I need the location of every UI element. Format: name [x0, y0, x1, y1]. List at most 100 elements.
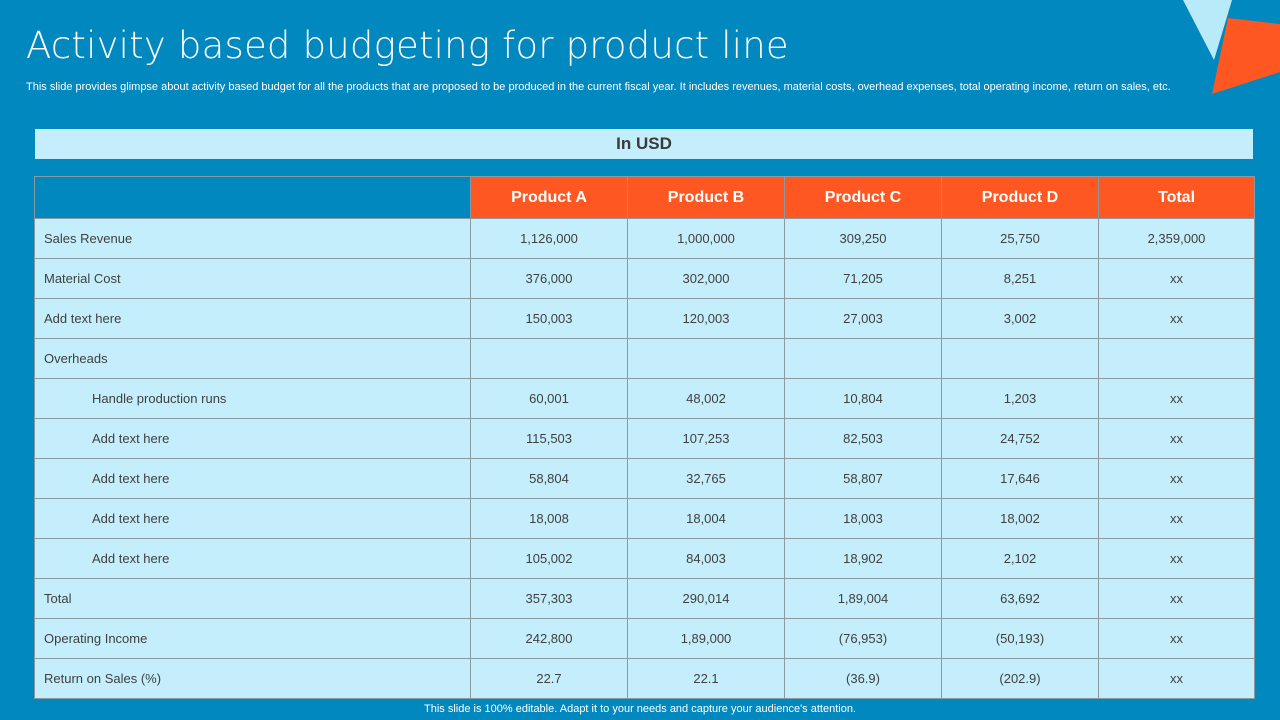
table-cell: [941, 338, 1099, 379]
table-row: Overheads: [34, 338, 1255, 379]
table-cell: 25,750: [941, 218, 1099, 259]
table-row: Add text here 115,503 107,253 82,503 24,752 x…: [34, 418, 1255, 459]
table-cell: 24,752: [941, 418, 1099, 459]
row-label: Sales Revenue: [34, 218, 471, 259]
table-cell: [627, 338, 785, 379]
table-cell: 22.7: [470, 658, 628, 699]
table-cell: 58,804: [470, 458, 628, 499]
table-cell: [1098, 338, 1255, 379]
table-cell: 10,804: [784, 378, 942, 419]
header-blank-cell: [34, 176, 471, 219]
table-cell: xx: [1098, 458, 1255, 499]
table-row: Total 357,303 290,014 1,89,004 63,692 xx: [34, 578, 1255, 619]
table-cell: 309,250: [784, 218, 942, 259]
table-cell: 115,503: [470, 418, 628, 459]
row-label: Add text here: [34, 298, 471, 339]
table-cell: xx: [1098, 258, 1255, 299]
currency-label: In USD: [616, 134, 672, 153]
table-cell: [784, 338, 942, 379]
row-label: Total: [34, 578, 471, 619]
row-label: Add text here: [34, 418, 471, 459]
table-cell: 18,008: [470, 498, 628, 539]
header-product-a: Product A: [470, 176, 628, 219]
table-cell: xx: [1098, 658, 1255, 699]
table-cell: 32,765: [627, 458, 785, 499]
table-row: Operating Income 242,800 1,89,000 (76,953)(…: [34, 618, 1255, 659]
row-label: Material Cost: [34, 258, 471, 299]
table-cell: 357,303: [470, 578, 628, 619]
slide-title: Activity based budgeting for product lin…: [26, 24, 789, 67]
header-product-d: Product D: [941, 176, 1099, 219]
table-cell: (50,193): [941, 618, 1099, 659]
table-cell: 18,003: [784, 498, 942, 539]
currency-banner: In USD: [35, 129, 1253, 159]
table-cell: 18,004: [627, 498, 785, 539]
slide-description: This slide provides glimpse about activi…: [26, 81, 1171, 93]
table-row: Add text here 150,003 120,003 27,003 3,002 xx: [34, 298, 1255, 339]
budget-table: Product A Product B Product C Product D …: [34, 176, 1255, 699]
table-cell: 1,89,000: [627, 618, 785, 659]
row-label: Operating Income: [34, 618, 471, 659]
table-cell: (36.9): [784, 658, 942, 699]
table-cell: 17,646: [941, 458, 1099, 499]
table-cell: 18,002: [941, 498, 1099, 539]
corner-decoration: [1183, 0, 1280, 94]
table-cell: xx: [1098, 298, 1255, 339]
table-cell: xx: [1098, 418, 1255, 459]
table-row: Sales Revenue 1,126,000 1,000,000 309,250 25…: [34, 218, 1255, 259]
table-cell: 1,000,000: [627, 218, 785, 259]
header-product-b: Product B: [627, 176, 785, 219]
table-cell: xx: [1098, 618, 1255, 659]
table-cell: 18,902: [784, 538, 942, 579]
table-row: Return on Sales (%) 22.7 22.1 (36.9) (202.9)…: [34, 658, 1255, 699]
orange-triangle-shape: [1212, 18, 1280, 94]
table-row: Handle production runs 60,001 48,002 10,804…: [34, 378, 1255, 419]
table-cell: xx: [1098, 538, 1255, 579]
table-cell: 120,003: [627, 298, 785, 339]
table-cell: xx: [1098, 378, 1255, 419]
table-cell: 290,014: [627, 578, 785, 619]
row-label: Return on Sales (%): [34, 658, 471, 699]
table-cell: 302,000: [627, 258, 785, 299]
table-header-row: Product A Product B Product C Product D …: [34, 176, 1255, 219]
table-cell: (76,953): [784, 618, 942, 659]
table-cell: 60,001: [470, 378, 628, 419]
row-label: Add text here: [34, 458, 471, 499]
row-label: Add text here: [34, 538, 471, 579]
table-cell: 63,692: [941, 578, 1099, 619]
table-cell: 84,003: [627, 538, 785, 579]
header-product-c: Product C: [784, 176, 942, 219]
table-cell: 242,800: [470, 618, 628, 659]
table-cell: (202.9): [941, 658, 1099, 699]
light-triangle-shape: [1183, 0, 1232, 60]
table-cell: xx: [1098, 578, 1255, 619]
table-cell: 27,003: [784, 298, 942, 339]
budget-table-body: Sales Revenue 1,126,000 1,000,000 309,250 25…: [34, 218, 1255, 699]
table-cell: 107,253: [627, 418, 785, 459]
table-cell: 376,000: [470, 258, 628, 299]
table-cell: 150,003: [470, 298, 628, 339]
table-cell: 48,002: [627, 378, 785, 419]
header-total: Total: [1098, 176, 1255, 219]
table-cell: 71,205: [784, 258, 942, 299]
table-cell: 82,503: [784, 418, 942, 459]
table-cell: xx: [1098, 498, 1255, 539]
row-label: Add text here: [34, 498, 471, 539]
slide-footer: This slide is 100% editable. Adapt it to…: [424, 703, 856, 715]
table-cell: 2,359,000: [1098, 218, 1255, 259]
table-row: Add text here 18,008 18,004 18,003 18,002 xx: [34, 498, 1255, 539]
table-cell: 58,807: [784, 458, 942, 499]
table-row: Add text here 105,002 84,003 18,902 2,102 xx: [34, 538, 1255, 579]
table-cell: 22.1: [627, 658, 785, 699]
table-row: Add text here 58,804 32,765 58,807 17,646 xx: [34, 458, 1255, 499]
table-cell: 105,002: [470, 538, 628, 579]
row-label: Overheads: [34, 338, 471, 379]
row-label: Handle production runs: [34, 378, 471, 419]
table-cell: 2,102: [941, 538, 1099, 579]
table-cell: 1,203: [941, 378, 1099, 419]
table-cell: 1,89,004: [784, 578, 942, 619]
table-cell: 8,251: [941, 258, 1099, 299]
table-cell: 1,126,000: [470, 218, 628, 259]
table-cell: 3,002: [941, 298, 1099, 339]
table-cell: [470, 338, 628, 379]
